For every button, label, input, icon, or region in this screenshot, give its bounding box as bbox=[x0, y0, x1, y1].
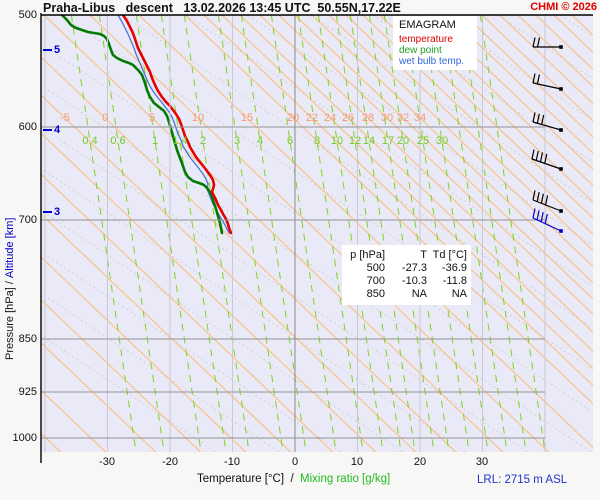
adiabat-label: 28 bbox=[361, 112, 375, 124]
table-cell: 500 bbox=[366, 262, 385, 274]
temperature-tick-label: 30 bbox=[475, 456, 489, 468]
temperature-tick-label: 0 bbox=[291, 456, 299, 468]
mixing-ratio-label: 2 bbox=[199, 135, 207, 147]
mixing-ratio-label: 30 bbox=[435, 135, 449, 147]
table-header-row: p [hPa] T Td [°C] bbox=[345, 249, 471, 262]
temperature-tick-label: -30 bbox=[99, 456, 115, 468]
temperature-tick-label: 20 bbox=[413, 456, 427, 468]
table-cell: -10.3 bbox=[401, 275, 427, 287]
table-cell: NA bbox=[411, 288, 427, 300]
adiabat-label: 20 bbox=[286, 112, 300, 124]
x-axis-caption: Temperature [°C] / Mixing ratio [g/kg] bbox=[197, 473, 390, 485]
mixing-ratio-label: 4 bbox=[256, 135, 264, 147]
y-axis-label: Pressure [hPa] / Altitude [km] bbox=[4, 160, 16, 360]
table-cell: 700 bbox=[366, 275, 385, 287]
altitude-tick-label: 4 bbox=[54, 124, 61, 136]
mixing-ratio-label: 25 bbox=[416, 135, 430, 147]
mixing-ratio-axis-caption: Mixing ratio [g/kg] bbox=[300, 473, 391, 485]
wind-barb bbox=[532, 190, 563, 213]
table-cell: -27.3 bbox=[401, 262, 427, 274]
mixing-ratio-label: 8 bbox=[313, 135, 321, 147]
wind-barb bbox=[532, 112, 563, 132]
wind-barb bbox=[532, 208, 563, 233]
adiabat-label: 22 bbox=[305, 112, 319, 124]
altitude-tick-label: 3 bbox=[54, 206, 61, 218]
mixing-ratio-label: 1.4 bbox=[172, 135, 188, 147]
mixing-ratio-label: 3 bbox=[233, 135, 241, 147]
mixing-ratio-label: 17 bbox=[381, 135, 395, 147]
mixing-ratio-label: 20 bbox=[396, 135, 410, 147]
adiabat-label: 32 bbox=[396, 112, 410, 124]
mixing-ratio-label: 6 bbox=[286, 135, 294, 147]
adiabat-label: 34 bbox=[413, 112, 427, 124]
temperature-tick-label: -10 bbox=[224, 456, 240, 468]
wind-barb bbox=[532, 73, 563, 91]
legend-item-dew-point: dew point bbox=[399, 45, 442, 56]
legend-title: EMAGRAM bbox=[399, 19, 456, 31]
temperature-tick-label: 10 bbox=[350, 456, 364, 468]
adiabat-label: 24 bbox=[323, 112, 337, 124]
mixing-ratio-label: 1 bbox=[151, 135, 159, 147]
mixing-ratio-label: 14 bbox=[362, 135, 376, 147]
table-header-dewpoint: Td [°C] bbox=[432, 249, 467, 261]
altitude-axis-label: Altitude [km] bbox=[4, 217, 16, 279]
pressure-tick-label: 850 bbox=[18, 333, 37, 345]
caption-separator: / bbox=[284, 473, 301, 485]
pressure-tick-label: 925 bbox=[18, 386, 37, 398]
wind-barb bbox=[531, 149, 563, 171]
altitude-tick-label: 5 bbox=[54, 44, 61, 56]
mixing-ratio-label: 0.4 bbox=[82, 135, 98, 147]
table-row: 500 -27.3 -36.9 bbox=[345, 262, 471, 275]
page-title: Praha-Libus descent 13.02.2026 13:45 UTC… bbox=[43, 1, 401, 15]
mixing-ratio-label: 0.6 bbox=[110, 135, 126, 147]
pressure-tick-label: 1000 bbox=[12, 432, 37, 444]
legend-item-wet-bulb-temp: wet bulb temp. bbox=[399, 56, 465, 67]
mixing-ratio-label: 10 bbox=[330, 135, 344, 147]
mixing-ratio-label: 12 bbox=[348, 135, 362, 147]
table-row: 700 -10.3 -11.8 bbox=[345, 275, 471, 288]
adiabat-label: 0 bbox=[101, 112, 109, 124]
pressure-axis-label: Pressure [hPa] / bbox=[4, 278, 16, 360]
adiabat-label: -5 bbox=[60, 112, 70, 124]
table-header-temperature: T bbox=[420, 249, 427, 261]
table-header-pressure: p [hPa] bbox=[350, 249, 385, 261]
adiabat-label: 30 bbox=[380, 112, 394, 124]
pressure-tick-label: 500 bbox=[18, 9, 37, 21]
pressure-tick-label: 700 bbox=[18, 214, 37, 226]
adiabat-label: 5 bbox=[148, 112, 156, 124]
lifting-level-label: LRL: 2715 m ASL bbox=[477, 474, 568, 486]
pressure-tick-label: 600 bbox=[18, 121, 37, 133]
legend-item-temperature: temperature bbox=[399, 34, 453, 45]
adiabat-label: 15 bbox=[240, 112, 254, 124]
table-row: 850 NA NA bbox=[345, 288, 471, 301]
table-cell: 850 bbox=[366, 288, 385, 300]
wind-barb bbox=[532, 37, 563, 49]
table-cell: -36.9 bbox=[441, 262, 467, 274]
table-cell: NA bbox=[451, 288, 467, 300]
temperature-tick-label: -20 bbox=[162, 456, 178, 468]
adiabat-label: 10 bbox=[191, 112, 205, 124]
sounding-table: p [hPa] T Td [°C] 500 -27.3 -36.9 700 -1… bbox=[342, 245, 471, 305]
adiabat-label: 26 bbox=[341, 112, 355, 124]
table-cell: -11.8 bbox=[442, 275, 467, 287]
legend: EMAGRAM temperature dew point wet bulb tem… bbox=[393, 16, 477, 70]
temperature-axis-caption: Temperature [°C] bbox=[197, 473, 285, 485]
copyright-label: CHMI © 2026 bbox=[530, 1, 597, 13]
